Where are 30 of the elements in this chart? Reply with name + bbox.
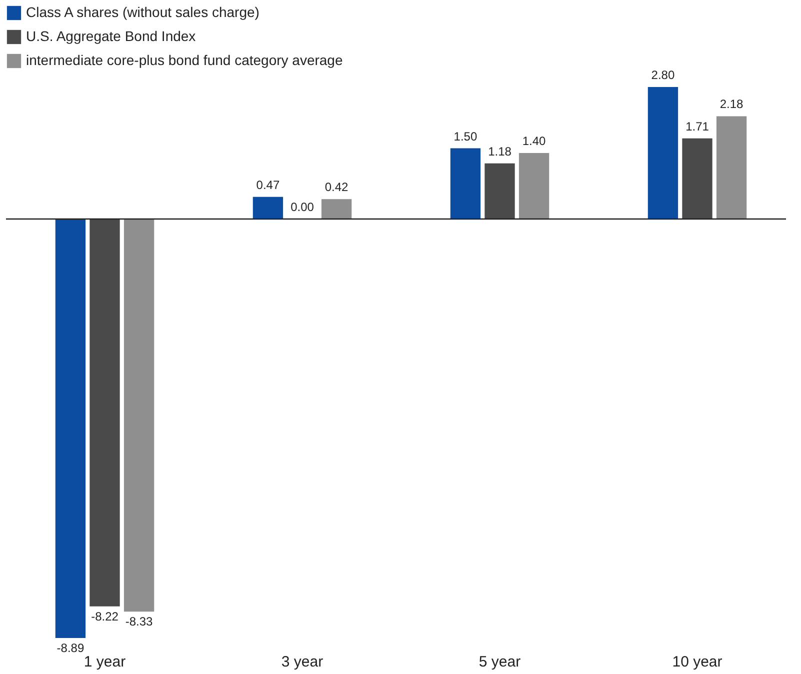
data-label: 0.00 — [290, 200, 314, 214]
bar — [518, 152, 550, 219]
bar — [682, 138, 712, 219]
x-tick-label: 5 year — [478, 654, 521, 670]
x-tick-label: 3 year — [281, 654, 324, 670]
data-label: 0.42 — [324, 180, 349, 194]
legend-label: Class A shares (without sales charge) — [26, 4, 260, 20]
data-label: 1.18 — [488, 144, 512, 158]
data-label: 1.50 — [454, 129, 478, 144]
bar — [321, 199, 352, 219]
x-tick-label: 10 year — [672, 654, 722, 670]
bar — [450, 148, 481, 219]
bar — [252, 196, 284, 219]
data-label: 0.47 — [256, 178, 280, 192]
legend-label: intermediate core-plus bond fund category average — [26, 52, 343, 68]
data-label: 2.80 — [651, 68, 675, 82]
legend-label: U.S. Aggregate Bond Index — [26, 28, 196, 44]
data-label: 1.40 — [522, 134, 546, 148]
bar — [484, 163, 515, 219]
bar — [55, 218, 86, 638]
bar — [648, 87, 678, 219]
data-label: -8.22 — [91, 609, 119, 624]
bar — [90, 218, 120, 606]
bar — [124, 218, 154, 612]
x-tick-label: 1 year — [84, 654, 126, 670]
data-label: -8.89 — [56, 641, 84, 655]
bar — [716, 116, 747, 219]
data-label: 2.18 — [720, 97, 744, 112]
data-label: -8.33 — [125, 614, 154, 629]
data-label: 1.71 — [686, 119, 710, 134]
